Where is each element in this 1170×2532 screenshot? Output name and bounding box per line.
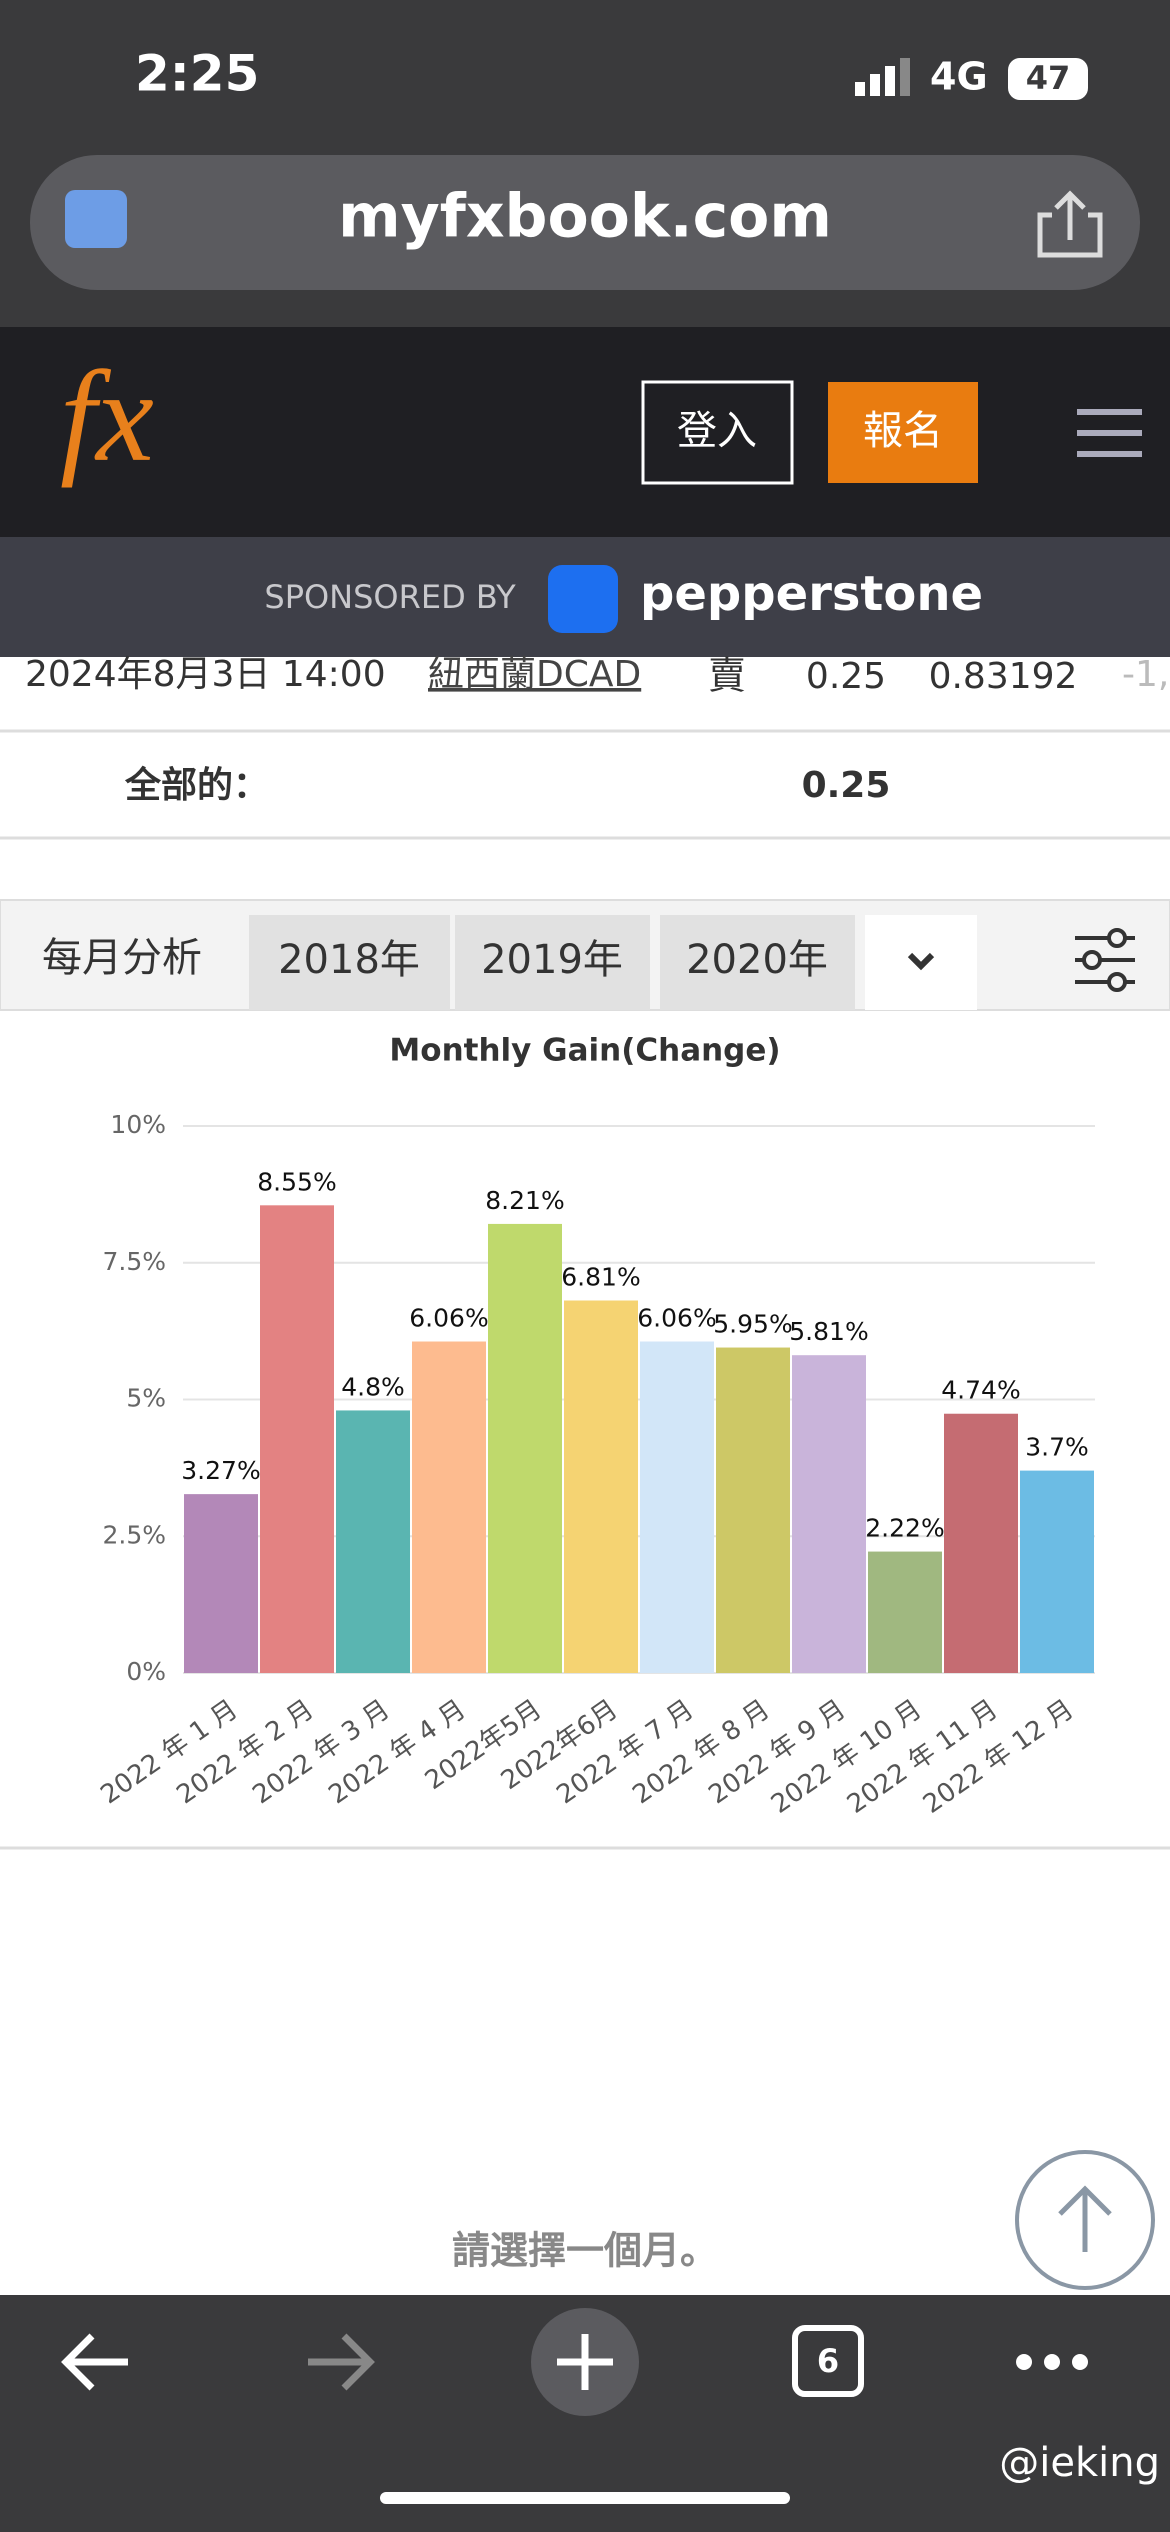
signup-button[interactable]: [828, 382, 978, 483]
footer-hint: 請選擇一個月。: [452, 2229, 718, 2273]
year-tab-text[interactable]: 2020年: [686, 937, 828, 983]
bar: [336, 1410, 410, 1673]
year-tab[interactable]: [455, 915, 650, 1010]
y-tick-label: 7.5%: [102, 1247, 166, 1276]
tabs-button[interactable]: [792, 2325, 864, 2397]
value-label: 4.8%: [341, 1372, 405, 1401]
dropdown-arrow[interactable]: [907, 952, 935, 971]
login-button[interactable]: [641, 380, 794, 485]
site-header: [0, 327, 1170, 537]
value-label: 2.22%: [865, 1514, 944, 1543]
value-label: 6.81%: [561, 1262, 640, 1291]
value-label: 3.7%: [1025, 1433, 1089, 1462]
network: 4G: [930, 55, 988, 99]
translate-icon[interactable]: [65, 190, 127, 248]
logo[interactable]: fx: [60, 345, 154, 489]
bar: [260, 1205, 334, 1673]
row-symbol[interactable]: 紐西蘭DCAD: [428, 654, 641, 695]
bar: [944, 1413, 1018, 1673]
row-date: 2024年8月3日 14:00: [25, 654, 386, 695]
battery-level: 47: [1026, 59, 1071, 97]
total-value: 0.25: [802, 765, 891, 806]
year-tab-text[interactable]: 2018年: [278, 937, 420, 983]
total-label: 全部的：: [124, 764, 269, 806]
chart: Monthly Gain(Change) 0% 2.5% 5% 7.5% 10% 3.27…: [95, 1033, 1095, 1820]
y-tick-label: 10%: [110, 1110, 166, 1139]
year-tab[interactable]: [249, 915, 450, 1010]
menu-icon[interactable]: [1077, 409, 1142, 457]
row-action: 賣: [708, 654, 746, 698]
back-button[interactable]: [61, 2333, 128, 2391]
signup-text[interactable]: 報名: [863, 408, 943, 454]
sponsor-brand[interactable]: pepperstone: [640, 566, 983, 622]
login-text[interactable]: 登入: [677, 408, 757, 454]
row-lots: 0.25: [806, 656, 886, 697]
bar: [792, 1355, 866, 1673]
share-icon[interactable]: [1037, 190, 1103, 258]
more-button[interactable]: [1016, 2354, 1088, 2370]
value-label: 6.06%: [637, 1304, 716, 1333]
bar: [716, 1347, 790, 1673]
bar: [1020, 1470, 1094, 1673]
bar: [868, 1551, 942, 1673]
url[interactable]: myfxbook.com: [338, 182, 832, 252]
new-tab-button[interactable]: [531, 2308, 639, 2416]
row-price: 0.83192: [929, 656, 1078, 697]
time: 2:25: [135, 45, 259, 103]
url-bar[interactable]: [30, 155, 1140, 290]
value-label: 8.55%: [257, 1167, 336, 1196]
section-label: 每月分析: [42, 935, 202, 981]
filter-icon[interactable]: [1075, 928, 1135, 992]
bar: [488, 1223, 562, 1673]
value-label: 8.21%: [485, 1186, 564, 1215]
bar: [184, 1494, 258, 1673]
y-tick-label: 2.5%: [102, 1520, 166, 1549]
year-tab[interactable]: [660, 915, 855, 1010]
bar: [564, 1300, 638, 1673]
value-label: 4.74%: [941, 1376, 1020, 1405]
scroll-top-button[interactable]: [1015, 2150, 1155, 2290]
watermark: @ieking: [999, 2440, 1160, 2486]
bar: [412, 1341, 486, 1673]
home-indicator: [380, 2492, 790, 2504]
y-tick-label: 0%: [126, 1657, 166, 1686]
value-label: 5.81%: [789, 1317, 868, 1346]
y-tick-label: 5%: [126, 1384, 166, 1413]
forward-button[interactable]: [308, 2333, 375, 2391]
value-label: 3.27%: [181, 1456, 260, 1485]
sponsor-icon[interactable]: [548, 565, 618, 633]
bar: [640, 1341, 714, 1673]
year-tab-text[interactable]: 2019年: [481, 937, 623, 983]
chart-title: Monthly Gain(Change): [389, 1033, 780, 1069]
tabs-count[interactable]: 6: [817, 2342, 839, 2380]
battery: [1008, 58, 1088, 100]
signal-icon: [855, 58, 910, 96]
sponsor-label: SPONSORED BY: [264, 578, 516, 616]
row-more: -1,: [1122, 654, 1169, 695]
value-label: 5.95%: [713, 1310, 792, 1339]
value-label: 6.06%: [409, 1304, 488, 1333]
